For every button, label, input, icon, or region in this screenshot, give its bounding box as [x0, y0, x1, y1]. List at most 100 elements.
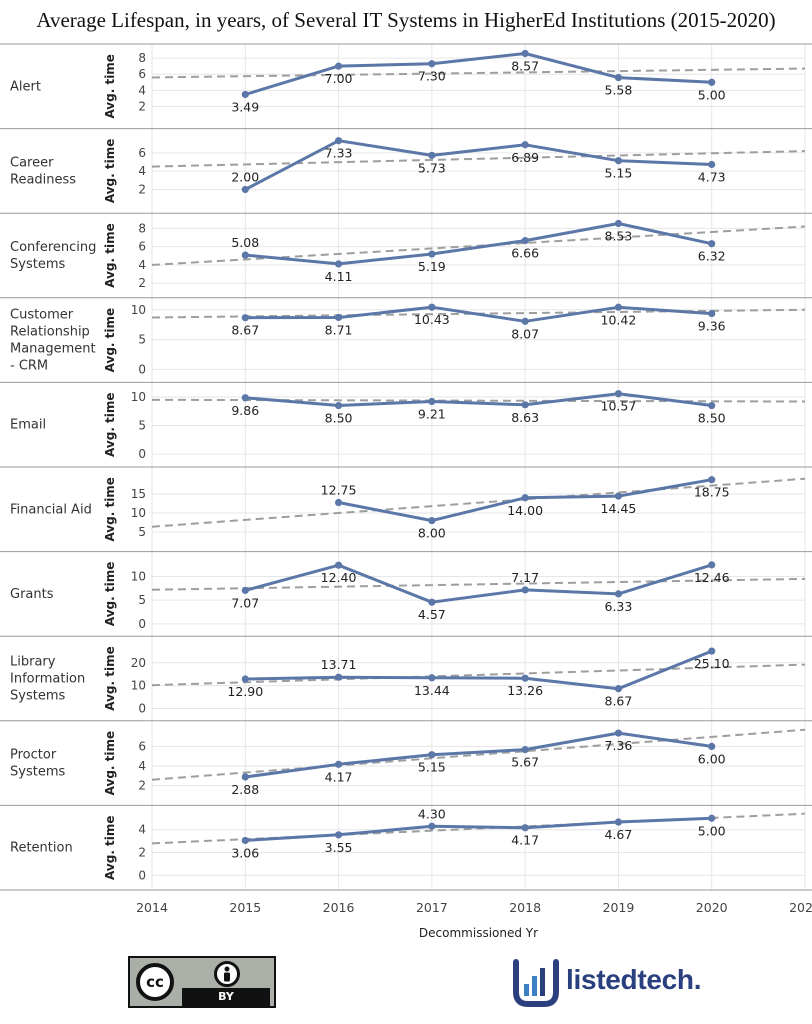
by-bar: BY [182, 988, 270, 1006]
data-label: 5.08 [231, 235, 259, 250]
x-tick-label: 2015 [229, 900, 261, 915]
y-tick-label: 10 [131, 390, 146, 404]
attribution-person-icon [214, 961, 240, 987]
data-label: 9.21 [418, 406, 446, 421]
data-label: 6.89 [511, 150, 539, 165]
series-line [245, 305, 712, 323]
data-point [334, 62, 343, 70]
data-point [614, 818, 623, 826]
data-label: 5.15 [605, 166, 633, 181]
data-point [241, 586, 249, 594]
data-point [334, 260, 343, 268]
panel-label-email: Email [10, 418, 46, 433]
panel-label-conferencing-systems: Systems [10, 257, 65, 272]
data-point [334, 561, 343, 569]
y-tick-label: 2 [138, 99, 146, 113]
data-label: 6.00 [698, 751, 726, 766]
trend-line [151, 225, 806, 266]
data-point [708, 309, 716, 318]
data-label: 4.73 [698, 170, 726, 185]
data-label: 10.57 [601, 399, 637, 414]
data-point [428, 250, 436, 258]
data-label: 7.30 [418, 69, 446, 84]
y-tick-label: 4 [138, 83, 146, 97]
data-label: 4.57 [418, 607, 446, 622]
trend-line [151, 728, 806, 781]
data-label: 7.00 [325, 71, 353, 86]
panel-label-proctor-systems: Systems [10, 765, 65, 780]
series-line [245, 222, 713, 266]
data-label: 4.17 [325, 769, 353, 784]
data-label: 6.32 [698, 249, 726, 264]
data-label: 14.00 [507, 503, 543, 518]
y-tick-label: 0 [138, 868, 146, 882]
y-tick-label: 0 [138, 702, 146, 716]
trend-line [151, 398, 806, 403]
y-tick-label: 6 [138, 739, 146, 753]
y-tick-label: 6 [138, 240, 146, 254]
data-point [428, 60, 436, 68]
data-point [241, 773, 249, 781]
x-tick-label: 2020 [696, 900, 728, 915]
listedtech-logo: listedtech. [512, 958, 732, 1008]
data-label: 3.06 [231, 845, 259, 860]
y-tick-label: 20 [131, 656, 146, 670]
y-tick-label: 10 [131, 303, 146, 317]
data-point [521, 141, 529, 149]
data-point [428, 303, 436, 311]
trend-line [151, 477, 806, 528]
data-label: 25.10 [694, 656, 730, 671]
data-label: 5.73 [418, 160, 446, 175]
series-line [245, 731, 712, 779]
data-point [614, 219, 623, 228]
panel-label-library-information-systems: Information [10, 672, 85, 687]
by-label: BY [218, 990, 234, 1003]
panel-label-library-information-systems: Systems [10, 689, 65, 704]
data-label: 4.67 [605, 827, 633, 842]
panel-label-career-readiness: Career [10, 155, 54, 170]
data-label: 8.53 [605, 228, 633, 243]
panel-label-customer-relationship-management-crm: Management [10, 342, 96, 357]
y-axis-label: Avg. time [103, 646, 117, 711]
data-point [241, 90, 249, 99]
y-tick-label: 2 [138, 779, 146, 793]
data-point [614, 303, 623, 311]
trend-line [151, 67, 806, 79]
data-label: 5.00 [698, 823, 726, 838]
data-point [614, 590, 623, 598]
data-point [708, 160, 716, 169]
data-label: 8.50 [325, 411, 353, 426]
x-axis-label: Decommissioned Yr [419, 926, 538, 940]
y-tick-label: 4 [138, 823, 146, 837]
panel-label-career-readiness: Readiness [10, 172, 76, 187]
data-label: 8.57 [511, 58, 539, 73]
data-label: 8.71 [325, 322, 353, 337]
data-label: 5.15 [418, 760, 446, 775]
x-tick-label: 2014 [136, 900, 168, 915]
data-point [521, 586, 529, 594]
y-tick-label: 10 [131, 679, 146, 693]
data-label: 5.58 [605, 83, 633, 98]
y-tick-label: 2 [138, 276, 146, 290]
trend-line [151, 577, 806, 591]
y-tick-label: 2 [138, 846, 146, 860]
y-tick-label: 5 [138, 333, 146, 347]
data-point [521, 317, 529, 325]
data-point [614, 685, 623, 693]
data-point [334, 760, 343, 768]
y-tick-label: 8 [138, 221, 146, 235]
series-line [244, 52, 712, 96]
y-tick-label: 0 [138, 447, 146, 461]
y-axis-label: Avg. time [103, 223, 117, 288]
data-point [614, 492, 623, 500]
data-point [334, 831, 343, 839]
y-tick-label: 4 [138, 164, 146, 178]
y-tick-label: 15 [131, 487, 146, 501]
data-label: 4.17 [511, 833, 539, 848]
y-axis-label: Avg. time [103, 54, 117, 119]
y-tick-label: 6 [138, 67, 146, 81]
data-label: 5.67 [511, 755, 539, 770]
data-label: 13.26 [507, 683, 543, 698]
data-point [428, 397, 436, 406]
data-label: 13.44 [414, 683, 450, 698]
